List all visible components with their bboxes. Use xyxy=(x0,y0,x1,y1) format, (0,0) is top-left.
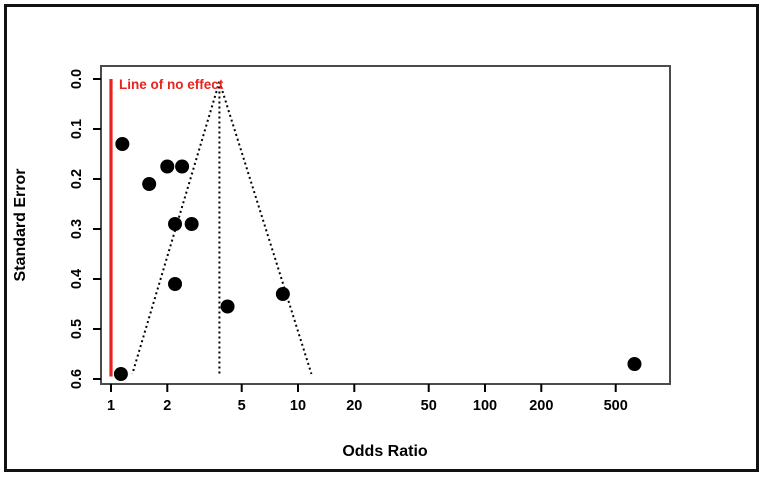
data-point xyxy=(168,217,183,231)
reference-lines-layer xyxy=(109,79,313,377)
x-tick-label: 500 xyxy=(604,398,628,414)
y-tick-label: 0.3 xyxy=(69,219,85,239)
y-tick-label: 0.4 xyxy=(69,269,85,289)
x-tick-label: 100 xyxy=(473,398,497,414)
y-tick-label: 0.0 xyxy=(69,69,85,89)
x-tick-label: 20 xyxy=(346,398,362,414)
x-tick-label: 1 xyxy=(107,398,115,414)
figure-frame: 1 2 5 10 20 50 100 200 500 0.0 0.1 0.2 0.3 0.4 0.5 0.6 … xyxy=(4,4,759,472)
data-point xyxy=(113,367,128,381)
x-tick-label: 10 xyxy=(290,398,306,414)
x-tick-label: 200 xyxy=(529,398,553,414)
x-tick-label: 2 xyxy=(163,398,171,414)
x-tick-label: 5 xyxy=(238,398,246,414)
data-point xyxy=(275,287,290,301)
y-tick-label: 0.6 xyxy=(69,369,85,389)
data-point xyxy=(184,217,199,231)
axis-ticks-layer: 1 2 5 10 20 50 100 200 500 0.0 0.1 0.2 0.3 0.4 0.5 0.6 xyxy=(69,69,628,414)
data-point xyxy=(115,137,130,151)
plot-box xyxy=(100,65,671,385)
data-point xyxy=(627,357,642,371)
y-axis-title: Standard Error xyxy=(12,169,29,282)
y-tick-label: 0.1 xyxy=(69,119,85,139)
x-axis-title: Odds Ratio xyxy=(342,443,428,460)
data-point xyxy=(220,299,235,314)
funnel-plot-svg: 1 2 5 10 20 50 100 200 5000.00.10.20.30.40.50.6 … xyxy=(12,65,671,460)
y-tick-label: 0.2 xyxy=(69,169,85,189)
line-of-no-effect-label: Line of no effect xyxy=(119,77,224,92)
data-points-layer xyxy=(113,137,642,381)
data-point xyxy=(168,277,183,291)
x-tick-label: 50 xyxy=(421,398,437,414)
data-point xyxy=(175,159,190,174)
plot-box-layer xyxy=(100,65,671,385)
funnel-left-line xyxy=(131,81,221,375)
data-point xyxy=(142,177,157,191)
data-point xyxy=(160,159,175,174)
y-tick-label: 0.5 xyxy=(69,319,85,339)
funnel-right-line xyxy=(218,81,313,375)
